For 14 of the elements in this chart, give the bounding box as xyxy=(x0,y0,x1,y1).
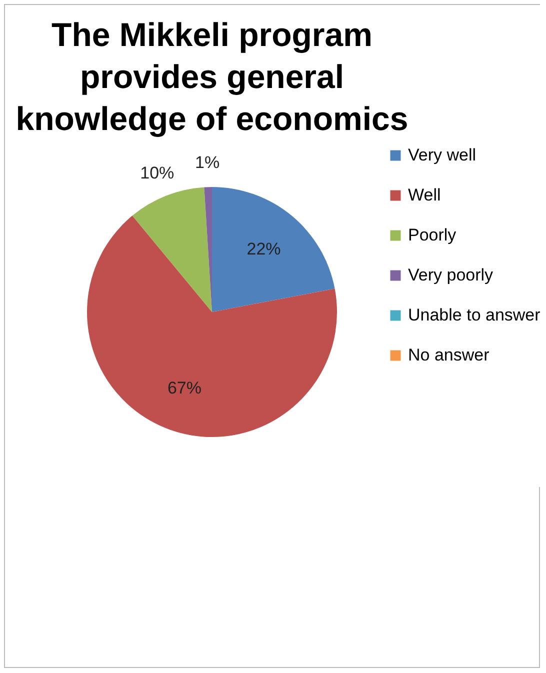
data-label: 10% xyxy=(140,163,174,182)
legend-label: Well xyxy=(408,186,441,204)
legend-label: No answer xyxy=(408,346,490,364)
pie-slice xyxy=(87,216,337,437)
data-label: 22% xyxy=(246,239,281,258)
legend-label: Unable to answer xyxy=(408,306,541,324)
legend-label: Poorly xyxy=(408,226,457,244)
data-label: 1% xyxy=(195,153,220,172)
pie-slice xyxy=(212,187,335,312)
chart-title: The Mikkeli program provides general knowledge of economics xyxy=(16,16,408,137)
data-label: 67% xyxy=(167,378,202,398)
pie-slice xyxy=(132,187,212,312)
legend-label: Very well xyxy=(408,146,476,164)
legend-label: Very poorly xyxy=(408,266,494,284)
